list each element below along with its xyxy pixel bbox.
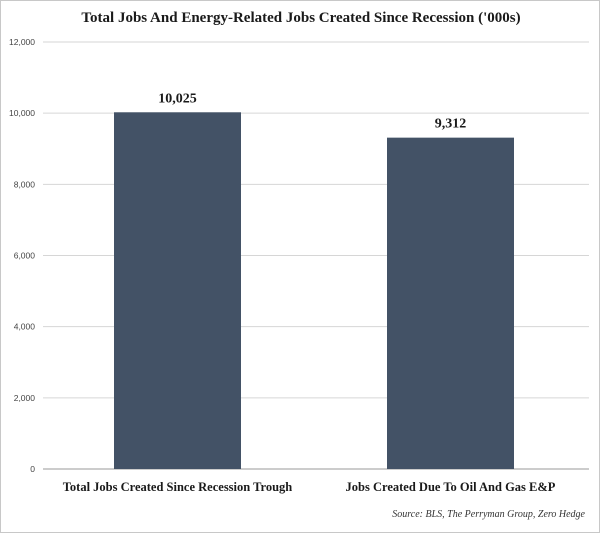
x-category-label: Total Jobs Created Since Recession Troug… [63, 480, 293, 494]
chart-title: Total Jobs And Energy-Related Jobs Creat… [81, 10, 521, 26]
y-tick-label: 8,000 [14, 179, 36, 189]
y-tick-label: 12,000 [9, 37, 35, 47]
bar [114, 112, 241, 469]
bar [387, 137, 514, 469]
data-label: 10,025 [158, 91, 197, 106]
data-label: 9,312 [435, 117, 467, 132]
y-tick-label: 6,000 [14, 251, 36, 261]
x-category-label: Jobs Created Due To Oil And Gas E&P [346, 480, 556, 494]
source-note: Source: BLS, The Perryman Group, Zero He… [392, 509, 585, 520]
y-tick-label: 4,000 [14, 322, 36, 332]
y-tick-label: 2,000 [14, 393, 36, 403]
y-tick-label: 10,000 [9, 108, 35, 118]
y-tick-label: 0 [30, 464, 35, 474]
